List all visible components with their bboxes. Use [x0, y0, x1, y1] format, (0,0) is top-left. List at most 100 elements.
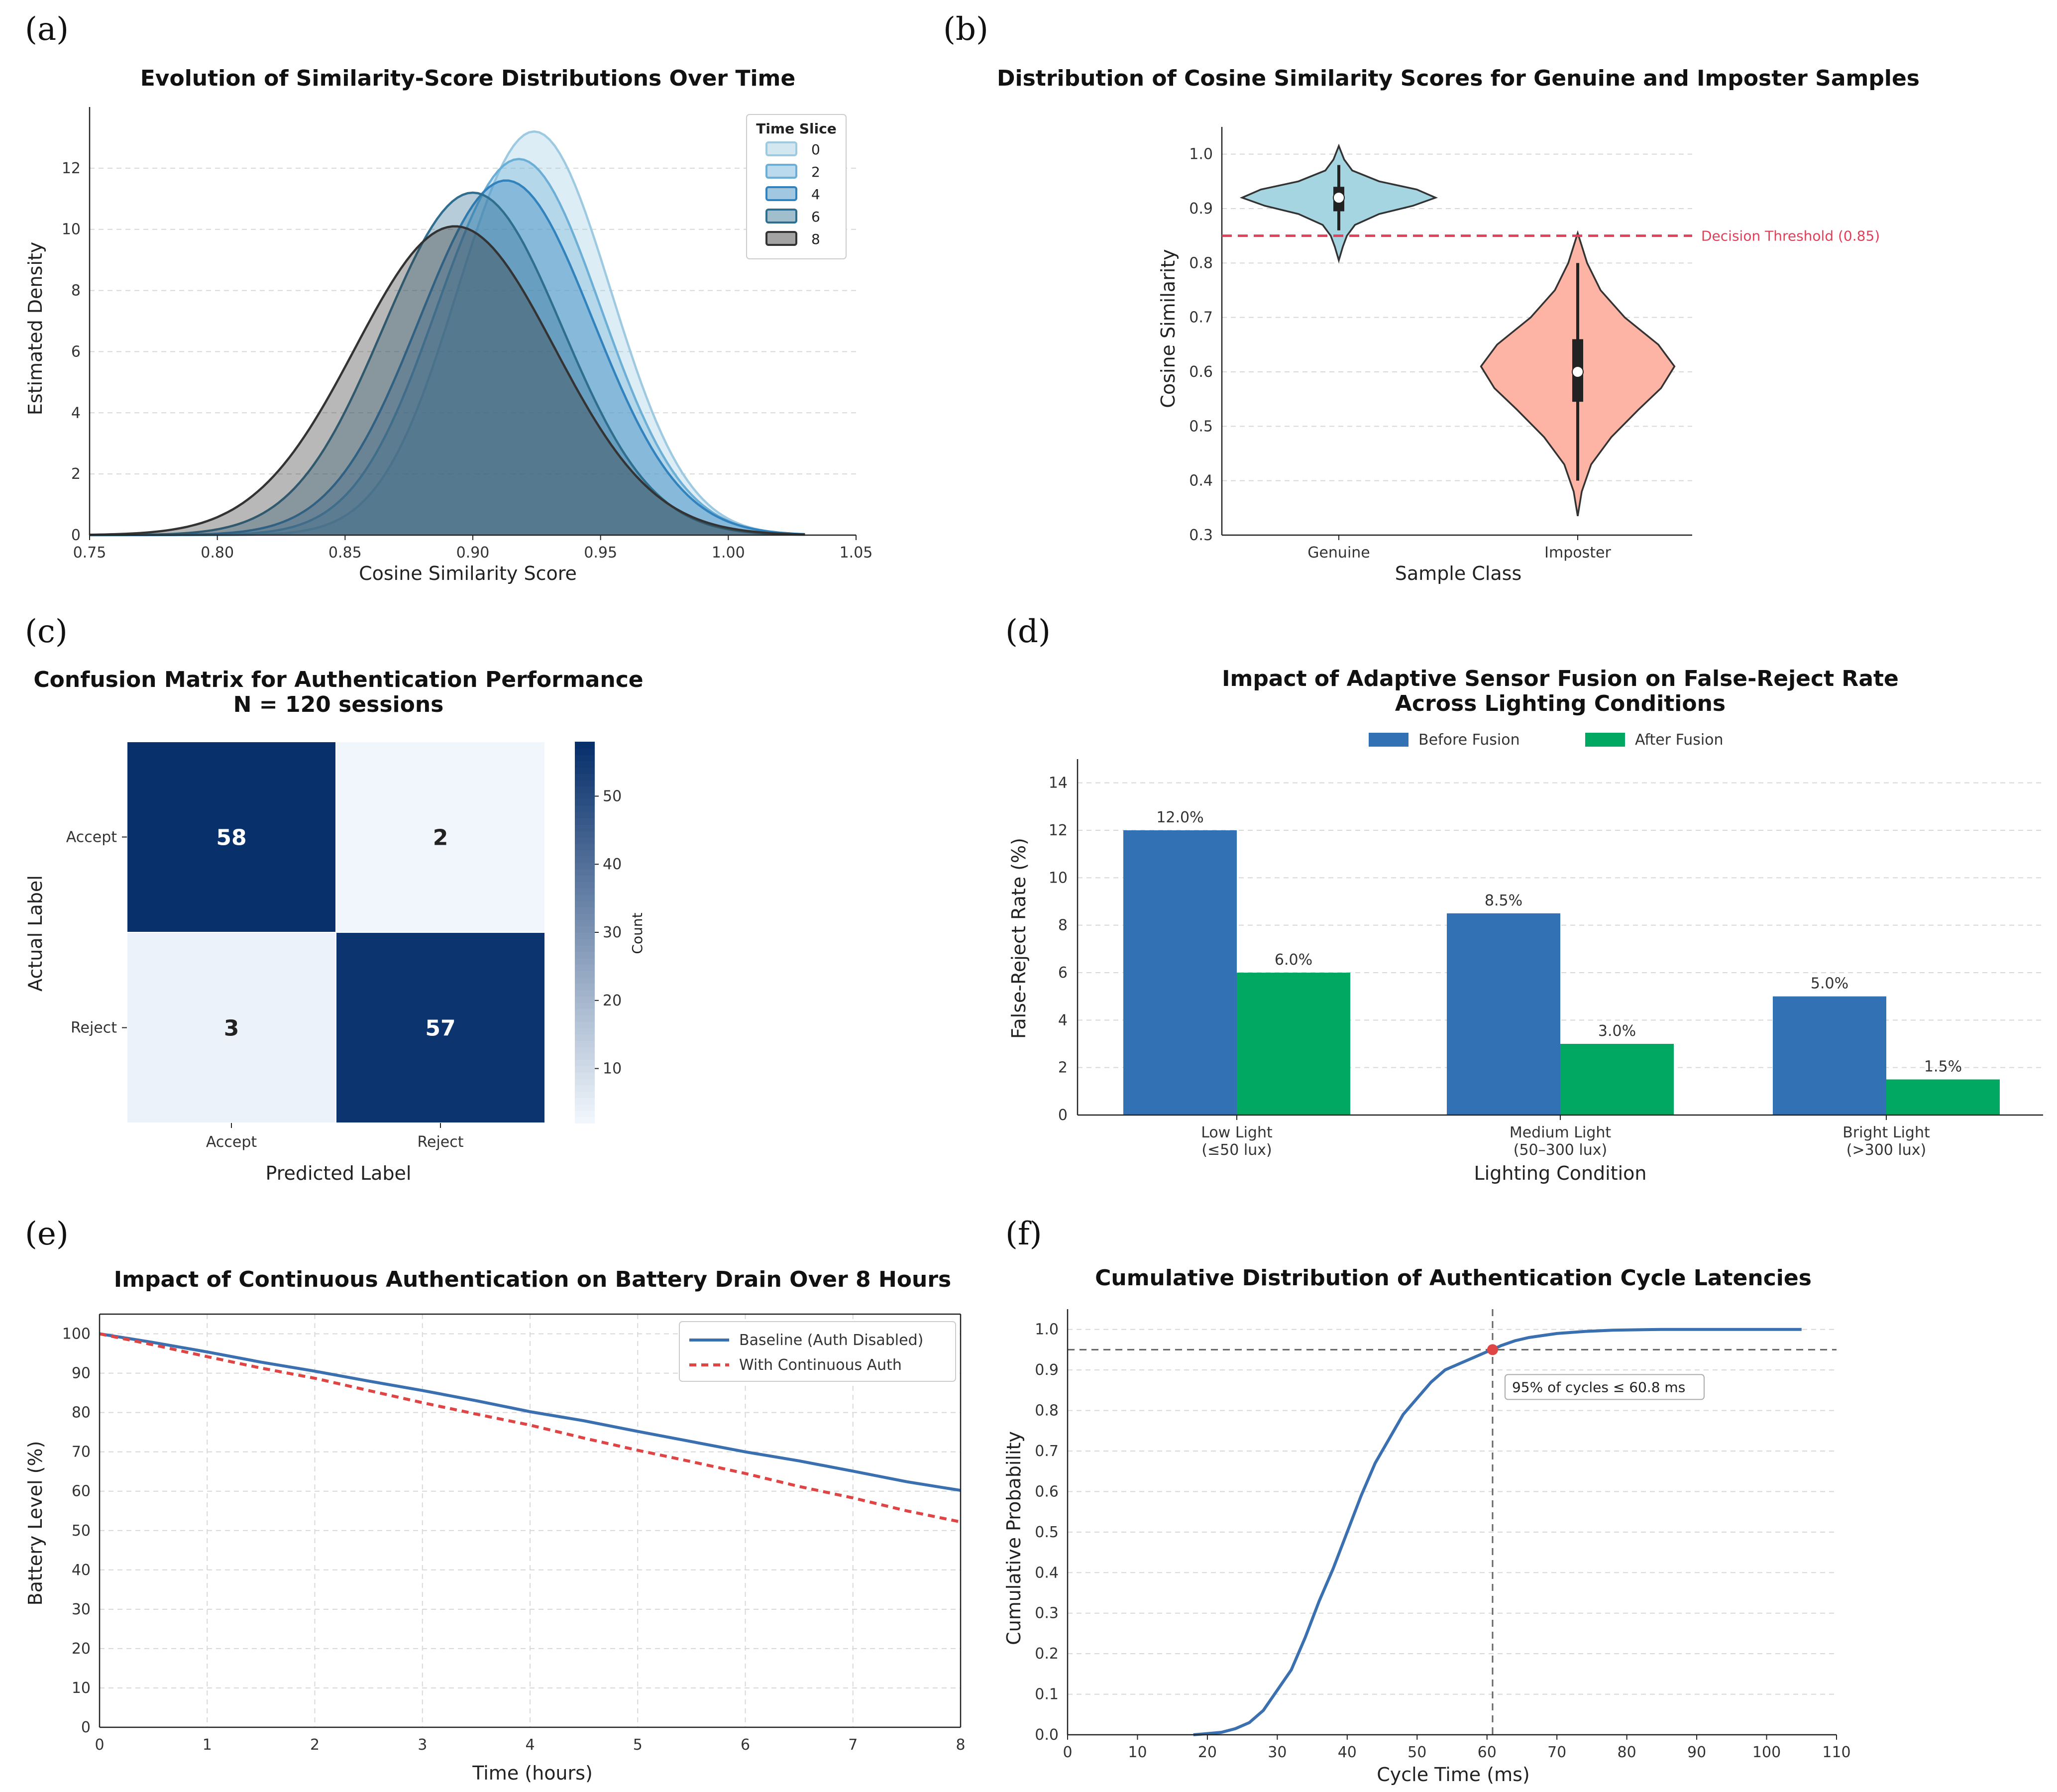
panel-a-area-4: [90, 180, 806, 535]
panel-b-ytick: 0.7: [1189, 309, 1213, 327]
panel-f-xtick: 40: [1338, 1744, 1357, 1761]
panel-c-colorbar-segment: [575, 894, 595, 901]
panel-b-ytick: 0.3: [1189, 527, 1213, 544]
panel-a-legend-swatch-4: [765, 186, 797, 201]
panel-d-ytick: 14: [1049, 775, 1068, 792]
panel-e-title: Impact of Continuous Authentication on B…: [114, 1267, 951, 1292]
panel-c-colorbar-segment: [575, 1072, 595, 1079]
panel-c-cell-value: 57: [425, 1016, 455, 1041]
panel-c-colorbar-segment: [575, 964, 595, 971]
panel-c-colorbar-segment: [575, 1091, 595, 1098]
panel-c-colorbar-segment: [575, 837, 595, 844]
panel-c-colorbar-tick: 50: [603, 787, 622, 805]
panel-e-ytick: 30: [72, 1601, 91, 1618]
panel-f-ytick: 0.3: [1035, 1605, 1059, 1622]
panel-b-ytick: 0.5: [1189, 418, 1213, 435]
panel-c-colorbar-segment: [575, 983, 595, 990]
panel-f-ytick: 0.2: [1035, 1645, 1059, 1663]
panel-c-subtitle: N = 120 sessions: [233, 692, 444, 717]
panel-a-legend-swatch-8: [765, 231, 797, 246]
panel-c-colorbar-segment: [575, 888, 595, 895]
panel-c-colorbar-segment: [575, 938, 595, 946]
panel-f-title: Cumulative Distribution of Authenticatio…: [1095, 1265, 1812, 1291]
panel-f-xtick: 20: [1198, 1744, 1217, 1761]
panel-f-ytick: 0.1: [1035, 1686, 1059, 1703]
panel-c-colorbar-segment: [575, 780, 595, 787]
panel-d-legend-entry: Before Fusion: [1418, 731, 1520, 749]
panel-e-ytick: 100: [62, 1326, 91, 1343]
panel-a-xtick: 0.85: [328, 544, 362, 561]
panel-b-violin-chart: (b) Distribution of Cosine Similarity Sc…: [943, 11, 1920, 584]
panel-c-colorbar: 10 20 30 40 50: [575, 742, 622, 1123]
panel-e-legend: Baseline (Auth Disabled) With Continuous …: [679, 1321, 956, 1382]
panel-a-area-6: [90, 193, 806, 535]
panel-a-legend-swatch-6: [765, 209, 797, 224]
panel-d-ytick: 0: [1058, 1107, 1068, 1124]
panel-a-ytick: 6: [71, 343, 81, 360]
panel-d-bar-after: [1560, 1044, 1674, 1115]
panel-d-bar-after: [1886, 1079, 2000, 1115]
panel-c-colorbar-segment: [575, 1059, 595, 1067]
panel-f-ytick: 0.7: [1035, 1443, 1059, 1460]
panel-c-colorbar-segment: [575, 786, 595, 793]
panel-a-xtick: 0.95: [584, 544, 617, 561]
panel-b-ytick: 1.0: [1189, 146, 1213, 163]
panel-a-xtick: 0.75: [73, 544, 107, 561]
panel-f-xtick: 70: [1547, 1744, 1566, 1761]
panel-a-ytick: 12: [62, 160, 81, 177]
panel-c-colorbar-segment: [575, 970, 595, 978]
panel-a-legend-entry-0: 0: [811, 141, 820, 158]
panel-c-colorbar-tick: 40: [603, 856, 622, 873]
panel-c-colorbar-segment: [575, 1002, 595, 1009]
panel-f-xtick: 60: [1478, 1744, 1497, 1761]
panel-b-xtick-imposter: Imposter: [1544, 544, 1611, 561]
panel-a-xtick: 0.90: [456, 544, 490, 561]
panel-a-ytick: 0: [71, 527, 81, 544]
panel-c-colorbar-segment: [575, 945, 595, 952]
panel-a-legend-swatch-0: [765, 141, 797, 156]
panel-c-colorbar-segment: [575, 906, 595, 914]
panel-f-xtick: 110: [1822, 1744, 1850, 1761]
panel-a-label: (a): [25, 11, 69, 48]
panel-c-ytick: Reject: [71, 1019, 117, 1037]
panel-c-colorbar-segment: [575, 1104, 595, 1111]
panel-e-ytick: 40: [72, 1562, 91, 1579]
panel-e-axes: 0 10 20 30 40 50 60 70 80 90 100 0 1 2 3 4 5 6 7 8: [62, 1313, 966, 1754]
panel-c-colorbar-segment: [575, 767, 595, 774]
panel-b-xlabel: Sample Class: [1395, 562, 1522, 584]
panel-f-xtick: 0: [1063, 1744, 1072, 1761]
panel-c-colorbar-segment: [575, 1078, 595, 1086]
panel-a-area-0: [90, 131, 806, 536]
panel-b-label: (b): [943, 11, 988, 48]
panel-f-annotation-text: 95% of cycles ≤ 60.8 ms: [1512, 1379, 1685, 1395]
panel-f-grid: [1068, 1329, 1837, 1695]
panel-d-legend-swatch: [1585, 733, 1625, 747]
panel-a-area-2: [90, 159, 806, 535]
panel-f-ytick: 0.9: [1035, 1361, 1059, 1379]
panel-c-colorbar-segment: [575, 1053, 595, 1060]
panel-c-cell: [335, 932, 545, 1123]
panel-c-colorbar-segment: [575, 1008, 595, 1015]
panel-e-xtick: 8: [956, 1736, 965, 1754]
panel-d-ytick: 10: [1049, 869, 1068, 887]
panel-f-ytick: 0.0: [1035, 1726, 1059, 1744]
panel-c-colorbar-segment: [575, 932, 595, 939]
panel-d-label: (d): [1005, 613, 1051, 650]
panel-e-ytick: 90: [72, 1365, 91, 1382]
panel-d-ytick: 8: [1058, 917, 1068, 934]
panel-e-ytick: 0: [81, 1719, 91, 1736]
panel-b-ytick: 0.6: [1189, 363, 1213, 381]
panel-e-legend-entry: Baseline (Auth Disabled): [739, 1332, 923, 1349]
panel-d-legend-swatch: [1369, 733, 1408, 747]
panel-b-title: Distribution of Cosine Similarity Scores…: [997, 66, 1920, 91]
panel-c-xlabel: Predicted Label: [266, 1162, 412, 1184]
panel-f-axes: 0.0 0.1 0.2 0.3 0.4 0.5 0.6 0.7 0.8 0.9 1.0 0 10 20 30…: [1035, 1309, 1851, 1761]
panel-f-cdf-chart: (f) Cumulative Distribution of Authentic…: [1003, 1216, 1851, 1786]
panel-d-xtick: Low Light: [1201, 1124, 1273, 1141]
panel-c-colorbar-segment: [575, 913, 595, 920]
panel-f-lines: [1068, 1309, 1837, 1736]
panel-c-axes: Accept Reject Accept Reject: [66, 829, 464, 1151]
panel-e-line-continuous-auth: [99, 1332, 961, 1524]
panel-c-colorbar-segment: [575, 818, 595, 825]
panel-c-colorbar-segment: [575, 926, 595, 933]
